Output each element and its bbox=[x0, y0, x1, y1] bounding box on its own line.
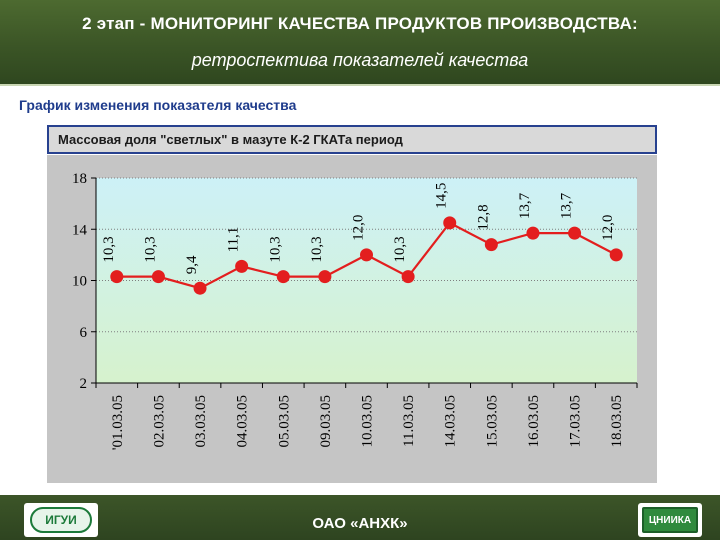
x-tick-label: 17.03.05 bbox=[568, 395, 584, 448]
section-label: График изменения показателя качества bbox=[19, 97, 297, 113]
data-point bbox=[193, 281, 207, 295]
partner-logo-emblem: ЦНИИКА bbox=[642, 507, 698, 533]
partner-logo: ЦНИИКА bbox=[638, 503, 702, 537]
data-point bbox=[110, 270, 124, 284]
y-tick-label: 2 bbox=[80, 376, 88, 392]
data-point bbox=[360, 248, 373, 262]
x-tick-label: '01.03.05 bbox=[110, 395, 126, 450]
data-label: 9,4 bbox=[184, 255, 200, 274]
x-tick-label: 05.03.05 bbox=[276, 395, 292, 448]
chart-title-box: Массовая доля "светлых" в мазуте К-2 ГКА… bbox=[47, 125, 657, 154]
data-label: 10,3 bbox=[101, 236, 117, 262]
x-tick-label: 10.03.05 bbox=[360, 395, 376, 448]
institute-logo: ИГУИ bbox=[24, 503, 98, 537]
data-point bbox=[401, 270, 415, 284]
x-tick-label: 11.03.05 bbox=[401, 395, 417, 447]
data-point bbox=[484, 238, 498, 252]
data-label: 13,7 bbox=[559, 192, 575, 219]
x-tick-label: 16.03.05 bbox=[526, 395, 542, 448]
page-subtitle: ретроспектива показателей качества bbox=[191, 50, 529, 70]
data-point bbox=[276, 270, 290, 284]
data-point bbox=[318, 270, 332, 284]
data-label: 12,8 bbox=[475, 204, 491, 230]
data-label: 10,3 bbox=[267, 236, 283, 262]
data-point bbox=[151, 270, 165, 284]
header-bar: 2 этап - МОНИТОРИНГ КАЧЕСТВА ПРОДУКТОВ П… bbox=[0, 0, 720, 86]
x-tick-label: 15.03.05 bbox=[484, 395, 500, 448]
x-tick-label: 09.03.05 bbox=[318, 395, 334, 448]
institute-logo-text: ИГУИ bbox=[45, 513, 77, 527]
x-tick-label: 02.03.05 bbox=[151, 395, 167, 448]
partner-logo-text: ЦНИИКА bbox=[648, 515, 692, 526]
data-label: 12,0 bbox=[600, 215, 616, 241]
data-label: 14,5 bbox=[434, 183, 450, 209]
data-label: 10,3 bbox=[309, 236, 325, 262]
x-tick-label: 04.03.05 bbox=[235, 395, 251, 448]
data-label: 12,0 bbox=[351, 215, 367, 241]
data-label: 13,7 bbox=[517, 192, 533, 219]
y-tick-label: 18 bbox=[72, 171, 87, 187]
footer-bar: ОАО «АНХК» bbox=[0, 495, 720, 540]
data-point bbox=[609, 248, 623, 262]
y-tick-label: 6 bbox=[80, 325, 88, 341]
data-label: 11,1 bbox=[226, 227, 242, 253]
chart-title: Массовая доля "светлых" в мазуте К-2 ГКА… bbox=[58, 132, 403, 147]
data-point bbox=[235, 259, 249, 273]
data-point bbox=[568, 226, 582, 240]
line-chart: 2 6 10 14 18 '01.03.05 02.03.05 03.03.05 04.03.0… bbox=[72, 171, 638, 450]
data-label: 10,3 bbox=[142, 236, 158, 262]
page-title: 2 этап - МОНИТОРИНГ КАЧЕСТВА ПРОДУКТОВ П… bbox=[82, 14, 638, 33]
y-tick-label: 10 bbox=[72, 274, 87, 290]
company-name: ОАО «АНХК» bbox=[312, 515, 408, 532]
data-point bbox=[443, 216, 457, 230]
institute-logo-emblem: ИГУИ bbox=[30, 507, 92, 533]
x-tick-label: 03.03.05 bbox=[193, 395, 209, 448]
x-tick-label: 14.03.05 bbox=[443, 395, 459, 448]
data-point bbox=[526, 226, 540, 240]
data-label: 10,3 bbox=[392, 236, 408, 262]
y-tick-label: 14 bbox=[72, 222, 88, 238]
x-tick-label: 18.03.05 bbox=[609, 395, 625, 448]
